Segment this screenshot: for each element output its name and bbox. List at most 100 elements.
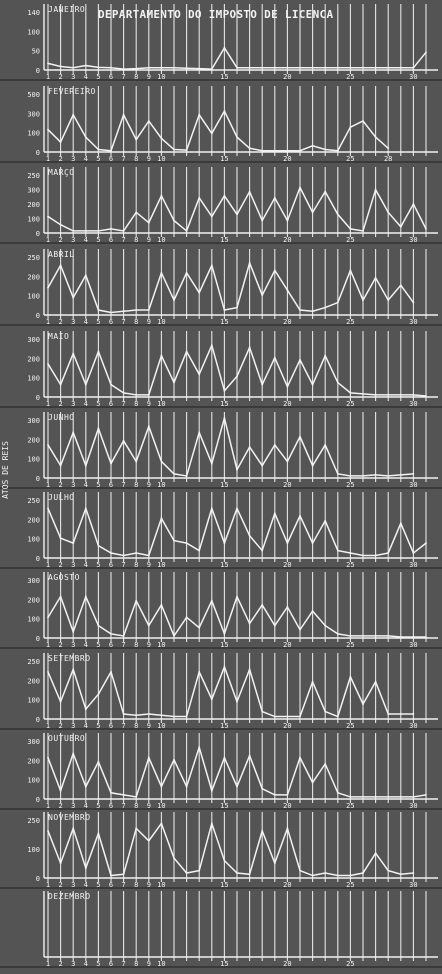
- x-tick-label: 7: [121, 481, 125, 489]
- data-point: [425, 395, 427, 397]
- data-point: [399, 66, 402, 69]
- data-point: [311, 310, 314, 313]
- x-tick-label: 3: [71, 722, 75, 730]
- y-tick-label: 200: [27, 201, 40, 209]
- data-point: [399, 225, 402, 228]
- data-point: [223, 542, 226, 545]
- data-point: [286, 289, 289, 292]
- data-point: [47, 62, 49, 65]
- data-point: [210, 462, 213, 465]
- x-tick-label: 15: [220, 722, 228, 730]
- data-point: [273, 715, 276, 718]
- data-point: [122, 713, 125, 715]
- data-point: [273, 269, 276, 272]
- data-point: [210, 698, 213, 701]
- y-tick-label: 0: [36, 716, 40, 724]
- y-tick-label: 100: [27, 293, 40, 301]
- x-tick-label: 15: [220, 236, 228, 244]
- month-label: MARÇO: [48, 168, 75, 177]
- data-point: [311, 542, 314, 545]
- data-point: [135, 599, 138, 602]
- data-point: [135, 460, 138, 463]
- y-tick-label: 200: [27, 677, 40, 685]
- x-tick-label: 25: [346, 722, 354, 730]
- x-tick-label: 7: [121, 318, 125, 326]
- data-point: [97, 350, 100, 353]
- data-point: [261, 710, 264, 713]
- data-point: [72, 431, 75, 434]
- x-tick-label: 25: [346, 802, 354, 810]
- data-point: [210, 215, 213, 218]
- y-tick-label: 0: [36, 875, 40, 883]
- x-tick-label: 10: [157, 236, 165, 244]
- data-point: [425, 793, 427, 796]
- x-tick-label: 10: [157, 960, 165, 968]
- x-tick-label: 25: [346, 641, 354, 649]
- x-tick-label: 20: [283, 318, 291, 326]
- x-tick-label: 1: [46, 641, 50, 649]
- data-series-line: [47, 664, 414, 718]
- data-point: [47, 507, 49, 510]
- y-tick-label: 140: [27, 9, 40, 17]
- data-point: [160, 604, 163, 606]
- data-point: [399, 636, 402, 638]
- data-point: [110, 149, 112, 152]
- x-tick-label: 5: [96, 641, 100, 649]
- data-point: [236, 66, 238, 69]
- data-point: [47, 444, 49, 446]
- x-tick-label: 30: [409, 318, 417, 326]
- data-point: [273, 862, 276, 865]
- data-point: [412, 872, 415, 874]
- x-tick-label: 7: [121, 802, 125, 810]
- data-point: [135, 827, 138, 830]
- x-tick-label: 9: [147, 641, 151, 649]
- y-tick-label: 100: [27, 375, 40, 383]
- x-tick-label: 1: [46, 881, 50, 889]
- data-point: [122, 310, 125, 313]
- data-point: [336, 66, 339, 69]
- data-point: [84, 64, 87, 67]
- data-point: [97, 624, 100, 627]
- data-point: [47, 363, 49, 365]
- data-point: [173, 857, 175, 860]
- data-point: [147, 394, 150, 396]
- data-point: [147, 425, 150, 428]
- data-point: [160, 271, 163, 274]
- data-point: [198, 67, 201, 70]
- data-point: [135, 714, 138, 717]
- x-tick-label: 6: [109, 561, 113, 569]
- x-tick-label: 25: [346, 561, 354, 569]
- data-point: [97, 427, 100, 430]
- x-tick-label: 20: [283, 481, 291, 489]
- data-point: [286, 149, 289, 152]
- month-label: FEVEREIRO: [48, 87, 96, 96]
- x-tick-label: 8: [134, 481, 138, 489]
- data-point: [362, 872, 364, 874]
- x-tick-label: 6: [109, 73, 113, 81]
- x-tick-label: 2: [58, 400, 62, 408]
- data-point: [273, 356, 276, 359]
- x-tick-label: 9: [147, 481, 151, 489]
- data-point: [173, 66, 175, 69]
- x-tick-label: 6: [109, 481, 113, 489]
- data-point: [261, 383, 264, 386]
- x-tick-label: 20: [283, 561, 291, 569]
- x-tick-label: 2: [58, 481, 62, 489]
- x-tick-label: 8: [134, 641, 138, 649]
- month-label: JUNHO: [48, 413, 75, 422]
- data-point: [210, 822, 213, 825]
- x-tick-label: 20: [283, 802, 291, 810]
- data-point: [147, 554, 150, 557]
- x-tick-label: 8: [134, 400, 138, 408]
- x-tick-label: 6: [109, 318, 113, 326]
- x-tick-label: 20: [283, 641, 291, 649]
- data-point: [223, 417, 226, 419]
- data-point: [160, 194, 163, 197]
- x-tick-label: 30: [409, 400, 417, 408]
- data-point: [236, 375, 238, 378]
- data-point: [387, 635, 390, 637]
- data-point: [387, 475, 390, 477]
- y-tick-label: 0: [36, 555, 40, 563]
- data-point: [374, 136, 377, 139]
